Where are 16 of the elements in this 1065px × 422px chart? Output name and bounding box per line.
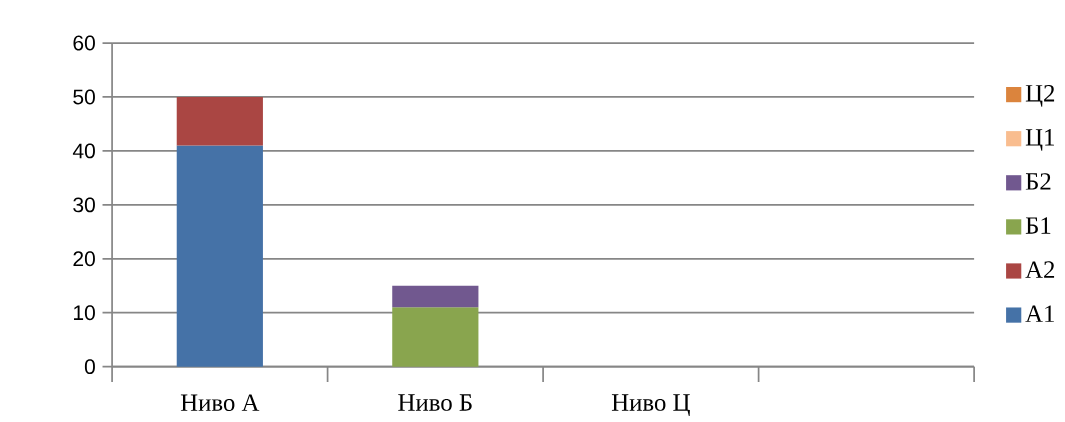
x-tick-label: Ниво Б <box>398 394 472 411</box>
legend-label: А2 <box>1025 261 1055 278</box>
x-tick-label: Ниво Ц <box>611 394 690 416</box>
x-tick-label: Ниво А <box>180 394 260 411</box>
legend-label: Ц1 <box>1025 128 1054 151</box>
legend-label: А1 <box>1025 305 1054 322</box>
legend-label: Б1 <box>1025 217 1051 234</box>
y-tick-label: 40 <box>72 143 95 159</box>
legend-label: Б2 <box>1025 173 1051 190</box>
y-tick-label: 20 <box>73 251 95 267</box>
y-tick-label: 10 <box>74 305 95 320</box>
y-tick-label: 30 <box>73 197 95 213</box>
legend-label: Ц2 <box>1025 84 1055 107</box>
y-tick-label: 0 <box>84 359 95 374</box>
y-tick-label: 60 <box>73 35 95 51</box>
y-tick-label: 50 <box>73 89 95 105</box>
